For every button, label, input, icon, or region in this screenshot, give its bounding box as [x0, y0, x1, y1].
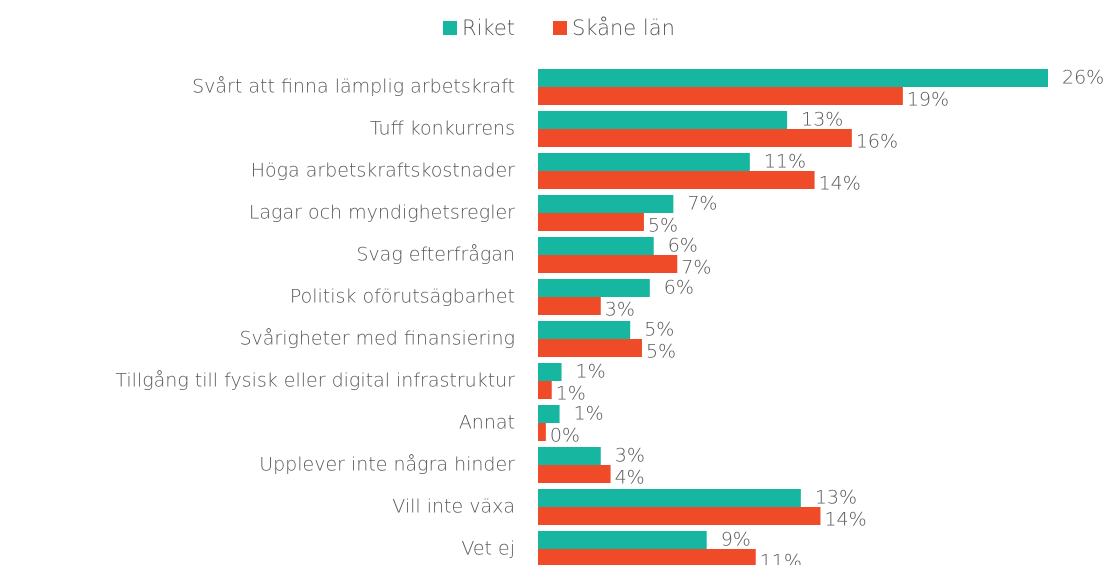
- value-label: 7%: [681, 257, 711, 279]
- value-label: 9%: [721, 529, 751, 551]
- value-label: 5%: [646, 341, 676, 363]
- category-label: Vill inte växa: [392, 496, 515, 518]
- value-label: 0%: [550, 425, 580, 447]
- legend-swatch: [553, 21, 567, 35]
- category-label: Lagar och myndighetsregler: [249, 202, 515, 224]
- value-label: 11%: [764, 151, 806, 173]
- value-label: 6%: [664, 277, 694, 299]
- bar: [538, 213, 644, 231]
- category-label: Svag efterfrågan: [356, 244, 515, 266]
- bar: [538, 279, 650, 297]
- bar: [538, 87, 903, 105]
- value-label: 7%: [687, 193, 717, 215]
- bar: [538, 507, 821, 525]
- category-label: Höga arbetskraftskostnader: [251, 160, 515, 182]
- legend-label: Skåne län: [572, 16, 675, 40]
- value-label: 1%: [576, 361, 606, 383]
- value-label: 5%: [644, 319, 674, 341]
- bar: [538, 381, 552, 399]
- bar: [538, 129, 852, 147]
- legend-label: Riket: [462, 16, 515, 40]
- bar: [538, 255, 678, 273]
- bar: [538, 549, 756, 565]
- category-label: Tuff konkurrens: [370, 118, 515, 140]
- value-label: 3%: [605, 299, 635, 321]
- bar: [538, 237, 654, 255]
- bar: [538, 153, 750, 171]
- value-label: 1%: [574, 403, 604, 425]
- bar: [538, 447, 601, 465]
- value-label: 13%: [815, 487, 857, 509]
- bar: [538, 195, 674, 213]
- value-label: 26%: [1062, 67, 1104, 89]
- value-label: 5%: [648, 215, 678, 237]
- bar: [538, 171, 815, 189]
- value-label: 19%: [907, 89, 949, 111]
- category-label: Politisk oförutsägbarhet: [290, 286, 515, 308]
- value-label: 16%: [856, 131, 898, 153]
- category-label: Tillgång till fysisk eller digital infra…: [115, 370, 515, 392]
- value-label: 14%: [819, 173, 861, 195]
- legend-swatch: [443, 21, 457, 35]
- category-label: Upplever inte några hinder: [259, 454, 515, 476]
- bar: [538, 405, 560, 423]
- value-label: 1%: [556, 383, 586, 405]
- bar: [538, 297, 601, 315]
- bar: [538, 339, 642, 357]
- bar: [538, 531, 707, 549]
- value-label: 4%: [615, 467, 645, 489]
- bar: [538, 423, 546, 441]
- category-label: Svårt att finna lämplig arbetskraft: [192, 76, 515, 98]
- value-label: 11%: [760, 551, 802, 565]
- value-label: 13%: [801, 109, 843, 131]
- bar: [538, 489, 801, 507]
- bar: [538, 321, 631, 339]
- value-label: 3%: [615, 445, 645, 467]
- bar: [538, 465, 611, 483]
- bar: [538, 363, 562, 381]
- bar: [538, 111, 788, 129]
- category-label: Vet ej: [461, 538, 515, 560]
- category-label: Svårigheter med finansiering: [239, 328, 515, 350]
- value-label: 14%: [824, 509, 866, 531]
- value-label: 6%: [668, 235, 698, 257]
- bar: [538, 69, 1048, 87]
- category-label: Annat: [459, 412, 515, 434]
